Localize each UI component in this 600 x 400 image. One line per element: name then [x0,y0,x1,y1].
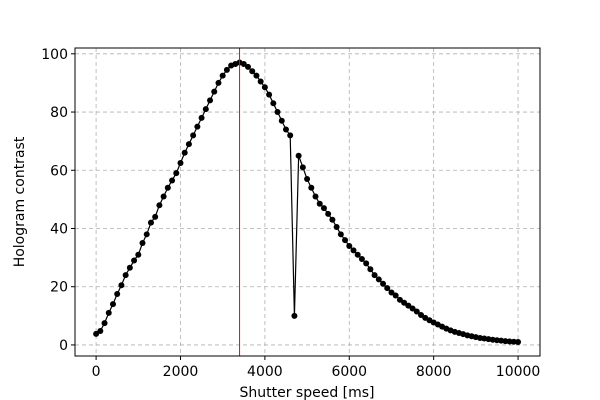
data-point [261,84,268,91]
data-point [207,97,214,104]
data-point [396,296,403,303]
data-point [152,213,159,220]
data-point [173,170,180,177]
data-point [194,123,201,130]
data-point [270,100,277,107]
data-point [219,72,226,79]
data-point [308,184,315,191]
data-point [371,272,378,279]
data-point [316,200,323,207]
data-point [147,219,154,226]
data-point [266,91,273,98]
data-point [375,276,382,283]
data-point [367,266,374,273]
data-point [177,159,184,166]
data-point [287,132,294,139]
x-tick-label: 8000 [416,364,452,380]
data-point [401,299,408,306]
data-point [131,257,138,264]
data-point [363,260,370,267]
x-tick-label: 6000 [331,364,367,380]
data-point [325,210,332,217]
data-point [257,78,264,85]
data-point [291,312,298,319]
data-point [160,193,167,200]
y-axis-label: Hologram contrast [12,136,28,267]
data-point [164,184,171,191]
data-point [109,301,116,308]
data-point [202,106,209,113]
data-point [198,114,205,121]
data-point [342,237,349,244]
x-tick-label: 4000 [247,364,283,380]
data-point [282,126,289,133]
data-point [223,66,230,73]
data-point [295,152,302,159]
data-point [97,327,104,334]
data-point [185,141,192,148]
data-point [240,61,247,68]
data-point [274,109,281,116]
data-point [515,339,522,346]
data-point [135,251,142,258]
data-point [245,63,252,70]
data-point [253,72,260,79]
y-tick-label: 60 [50,163,68,179]
data-point [312,193,319,200]
y-tick-label: 80 [50,105,68,121]
data-point [329,216,336,223]
data-point [409,305,416,312]
y-tick-label: 0 [59,338,68,354]
data-point [380,280,387,287]
data-point [392,292,399,299]
data-point [169,177,176,184]
data-point [418,311,425,318]
data-point [93,330,100,337]
data-point [354,251,361,258]
data-point [122,272,129,279]
data-point [320,205,327,212]
data-point [384,285,391,292]
data-point [190,132,197,139]
data-point [126,264,133,271]
data-point [101,320,108,327]
data-point [139,240,146,247]
data-point [114,290,121,297]
data-point [299,164,306,171]
x-tick-label: 10000 [496,364,541,380]
data-point [304,176,311,183]
y-tick-label: 40 [50,221,68,237]
data-point [249,68,256,75]
data-point [346,242,353,249]
data-point [388,289,395,296]
data-point [118,282,125,289]
data-point [333,224,340,231]
data-point [211,88,218,95]
data-point [156,202,163,209]
y-tick-label: 100 [41,47,68,63]
data-point [143,231,150,238]
data-point [358,256,365,263]
data-point [105,309,112,316]
data-point [215,79,222,86]
x-tick-label: 2000 [163,364,199,380]
plot-frame [74,47,541,357]
data-point [181,149,188,156]
data-point [337,231,344,238]
x-tick-label: 0 [92,364,101,380]
x-axis-label: Shutter speed [ms] [239,385,374,400]
data-point [278,117,285,124]
data-point [350,247,357,254]
data-point [405,302,412,309]
y-tick-label: 20 [50,280,68,296]
data-point [413,308,420,315]
